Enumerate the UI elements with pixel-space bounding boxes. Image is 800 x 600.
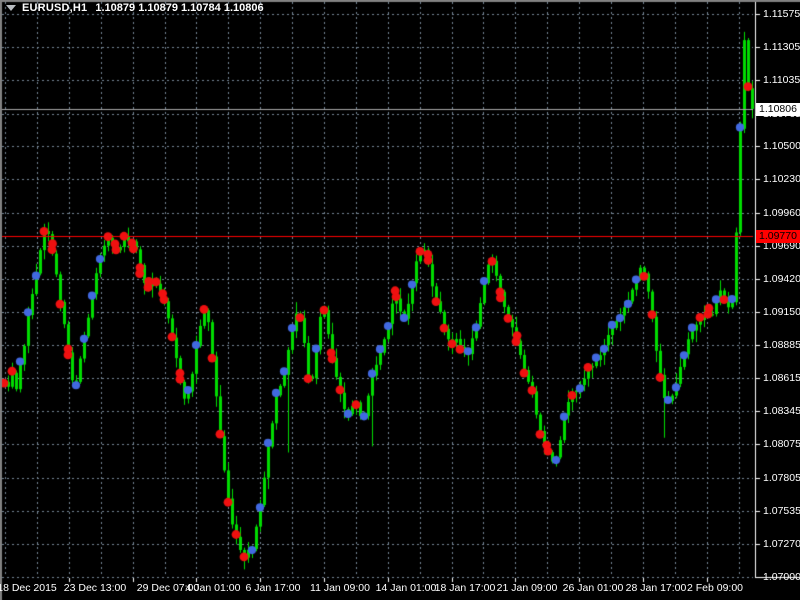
price-scale-label: 1.09960: [763, 207, 800, 219]
price-scale-label: 1.07805: [763, 472, 800, 484]
time-scale-label: 18 Jan 17:00: [434, 582, 496, 594]
time-scale-label: 18 Dec 2015: [0, 582, 57, 594]
price-scale-label: 1.07535: [763, 505, 800, 517]
time-scale-label: 21 Jan 09:00: [496, 582, 558, 594]
chart-title: EURUSD,H1 1.10879 1.10879 1.10784 1.10806: [6, 2, 264, 16]
price-scale-label: 1.08075: [763, 438, 800, 450]
time-scale-label: 11 Jan 09:00: [310, 582, 370, 594]
price-scale-label: 1.11305: [763, 41, 800, 53]
time-scale-label: 4 Jan 01:00: [185, 582, 241, 594]
time-scale-label: 6 Jan 17:00: [245, 582, 301, 594]
price-scale-label: 1.11575: [763, 8, 800, 20]
price-scale-label: 1.09690: [763, 240, 800, 252]
time-scale-label: 23 Dec 13:00: [63, 582, 127, 594]
time-scale-label: 28 Jan 17:00: [625, 582, 687, 594]
current-price-tag: 1.10806: [756, 103, 800, 116]
price-scale-label: 1.08345: [763, 405, 800, 417]
collapse-triangle-icon[interactable]: [6, 5, 16, 12]
time-scale-label: 14 Jan 01:00: [375, 582, 437, 594]
price-scale-label: 1.09150: [763, 306, 800, 318]
price-scale-label: 1.10500: [763, 140, 800, 152]
price-scale-label: 1.09420: [763, 273, 800, 285]
price-scale-label: 1.07270: [763, 538, 800, 550]
price-scale-label: 1.08615: [763, 372, 800, 384]
symbol-period-label: EURUSD,H1: [22, 2, 88, 14]
price-scale-label: 1.11035: [763, 74, 800, 86]
time-scale-label: 29 Dec 07:00: [136, 582, 200, 594]
price-scale-label: 1.08885: [763, 339, 800, 351]
time-scale-label: 2 Feb 09:00: [686, 582, 744, 594]
price-scale-label: 1.10230: [763, 173, 800, 185]
ohlc-values-label: 1.10879 1.10879 1.10784 1.10806: [95, 2, 264, 14]
red-line-price-tag: 1.09770: [756, 230, 800, 243]
time-scale-label: 26 Jan 01:00: [562, 582, 624, 594]
price-scale-label: 1.07000: [763, 571, 800, 583]
